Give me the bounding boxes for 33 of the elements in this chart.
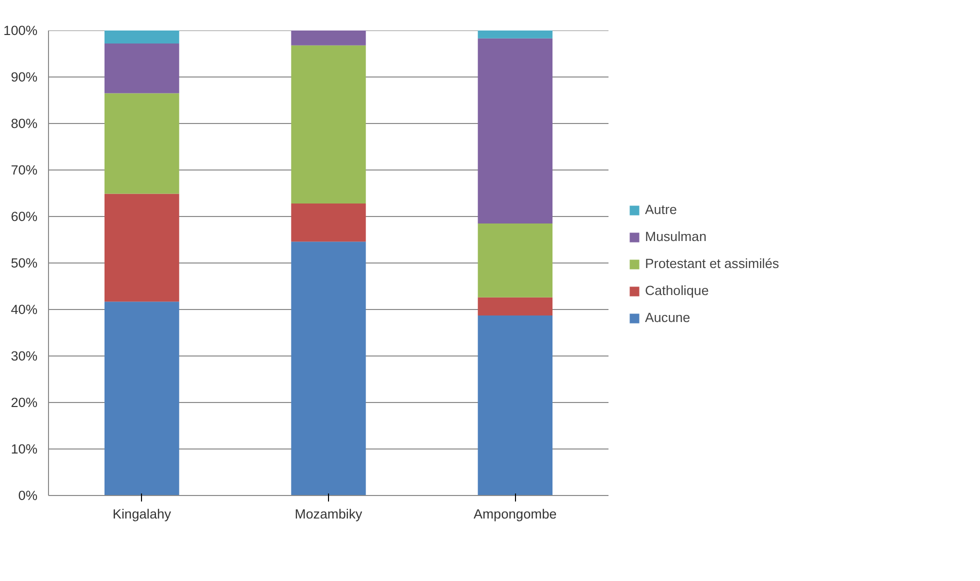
y-tick-label: 70% xyxy=(10,162,38,178)
y-tick-label: 60% xyxy=(10,209,38,224)
bar xyxy=(104,93,180,194)
bar xyxy=(291,203,366,242)
x-tick-label: Kingalahy xyxy=(112,506,172,522)
legend-label: Autre xyxy=(645,202,677,217)
legend-label: Catholique xyxy=(645,283,709,298)
bar xyxy=(104,302,180,496)
bar xyxy=(291,30,366,46)
y-tick-label: 90% xyxy=(10,70,38,84)
bar xyxy=(104,44,180,94)
y-tick-label: 50% xyxy=(10,256,38,270)
bar xyxy=(478,316,552,496)
y-tick-label: 80% xyxy=(10,116,38,131)
y-tick-label: 10% xyxy=(10,442,38,456)
legend-label: Aucune xyxy=(645,310,690,325)
y-tick-label: 100% xyxy=(3,23,38,38)
bar xyxy=(478,297,552,316)
bar xyxy=(104,194,180,302)
y-tick-label: 40% xyxy=(10,302,38,317)
bar xyxy=(478,38,552,224)
y-tick-label: 20% xyxy=(10,395,38,410)
bar xyxy=(291,242,366,496)
x-tick-label: Mozambiky xyxy=(294,506,363,522)
bar xyxy=(478,223,552,298)
y-tick-label: 0% xyxy=(18,488,38,503)
bar xyxy=(291,45,366,204)
x-tick-label: Ampongombe xyxy=(474,506,557,522)
bar xyxy=(104,30,180,44)
y-tick-label: 30% xyxy=(10,348,38,364)
legend-label: Musulman xyxy=(645,229,706,244)
bar xyxy=(478,30,552,38)
legend-label: Protestant et assimilés xyxy=(645,256,780,271)
